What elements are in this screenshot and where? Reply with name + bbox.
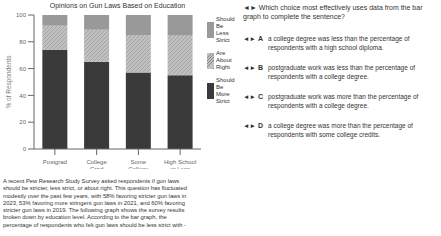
html-text:Are About Right: Are About Right <box>216 50 232 70</box>
svg-text:80: 80 <box>19 39 26 45</box>
html-text:a college degree was more than: a college degree was more than the perce… <box>268 122 413 138</box>
html-text:◄► D: ◄► D <box>243 122 264 129</box>
html-text:A recent Pew Research Study Su: A recent Pew Research Study Survey asked… <box>3 178 187 228</box>
svg-text:40: 40 <box>19 93 26 99</box>
svg-text:0: 0 <box>23 146 27 152</box>
html-text:Opinions on Gun Laws Based on: Opinions on Gun Laws Based on Education <box>49 2 186 9</box>
html-text:postgraduate work was less tha: postgraduate work was less than the perc… <box>268 64 416 80</box>
svg-text:SomeCollege: SomeCollege <box>128 159 149 169</box>
html-text:Should Be Less Strict: Should Be Less Strict <box>216 16 235 43</box>
html-text:◄► Which choice most effective: ◄► Which choice most effectively uses da… <box>243 4 425 20</box>
svg-text:High Schoolor Less: High Schoolor Less <box>164 159 196 169</box>
html-text:◄► A: ◄► A <box>243 35 264 42</box>
html-text:◄► B: ◄► B <box>243 64 264 71</box>
svg-text:Postgrad: Postgrad <box>43 159 67 165</box>
svg-text:CollegeGrad: CollegeGrad <box>86 159 107 169</box>
html-text:a college degree was less than: a college degree was less than the perce… <box>268 35 410 51</box>
html-text:Should Be More Strict: Should Be More Strict <box>216 77 235 104</box>
svg-text:100: 100 <box>16 12 27 18</box>
html-text:◄► C: ◄► C <box>243 93 264 100</box>
svg-text:% of Respondents: % of Respondents <box>8 55 13 109</box>
svg-text:60: 60 <box>19 66 26 72</box>
html-text:postgraduate work was more tha: postgraduate work was more than the perc… <box>268 93 419 109</box>
svg-text:20: 20 <box>19 119 26 125</box>
